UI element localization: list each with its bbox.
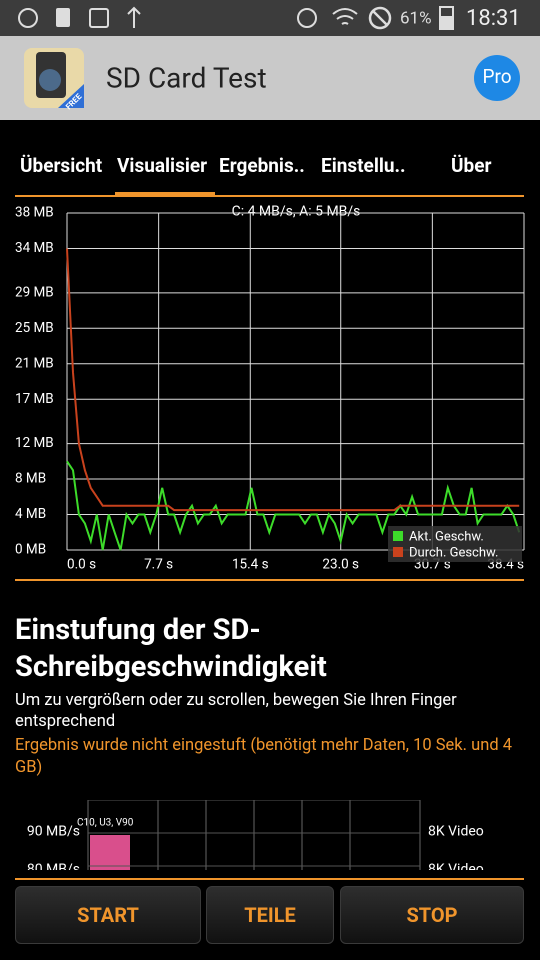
tab[interactable]: Visualisier xyxy=(117,154,207,177)
y-tick-label: 38 MB xyxy=(15,205,54,221)
tab-bar: Übersicht Visualisier Ergebnis.. Einstellu.… xyxy=(15,154,524,197)
chart-subtitle: C: 4 MB/s, A: 5 MB/s xyxy=(232,204,361,220)
class-left-label: 80 MB/s xyxy=(27,862,80,870)
y-tick-label: 34 MB xyxy=(15,240,54,256)
y-tick-label: 0 MB xyxy=(15,542,46,558)
x-tick-label: 7.7 s xyxy=(144,557,173,573)
app-bar: FREE SD Card Test Pro xyxy=(0,36,540,120)
battery-icon xyxy=(439,6,454,30)
tab[interactable]: Einstellu.. xyxy=(321,154,406,177)
image-icon xyxy=(89,8,109,28)
y-tick-label: 29 MB xyxy=(15,284,54,300)
legend-box xyxy=(388,526,522,562)
legend-label: Akt. Geschw. xyxy=(409,529,484,544)
sd-icon xyxy=(56,8,70,27)
section-title: Einstufung der SD-Schreibgeschwindigkeit xyxy=(15,613,327,684)
status-bar: 61% 18:31 xyxy=(0,0,540,36)
warning: Ergebnis wurde nicht eingestuft (benötig… xyxy=(15,736,512,777)
app-title: SD Card Test xyxy=(106,61,267,94)
wifi-icon xyxy=(332,8,358,25)
x-tick-label: 0.0 s xyxy=(67,557,96,573)
speed-chart: C: 4 MB/s, A: 5 MB/s 0 MB 4 MB 8 MB 12 MB 17… xyxy=(15,204,525,581)
class-chart: 90 MB/s 80 MB/s 8K Video 8K Video C10, U3, V… xyxy=(27,800,484,870)
alarm-icon xyxy=(297,8,317,28)
legend-swatch xyxy=(393,531,403,541)
y-tick-label: 12 MB xyxy=(15,435,54,451)
button-divider xyxy=(15,878,524,880)
battery-percent: 61% xyxy=(400,8,432,28)
y-tick-label: 4 MB xyxy=(15,506,46,522)
legend-label: Durch. Geschw. xyxy=(409,545,498,560)
globe-icon xyxy=(18,8,38,28)
y-tick-label: 21 MB xyxy=(15,355,54,371)
class-left-label: 90 MB/s xyxy=(27,824,80,840)
y-tick-label: 8 MB xyxy=(15,471,46,487)
action-button[interactable]: TEILE xyxy=(206,886,334,944)
status-icons: 61% 18:31 xyxy=(18,6,521,31)
class-bar-label: C10, U3, V90 xyxy=(77,818,134,829)
class-bar xyxy=(90,835,130,870)
x-tick-label: 23.0 s xyxy=(322,557,359,573)
y-tick-label: 25 MB xyxy=(15,320,54,336)
usb-icon xyxy=(127,6,141,28)
x-tick-label: 15.4 s xyxy=(232,557,269,573)
pro-label[interactable]: Pro xyxy=(482,65,511,88)
class-right-label: 8K Video xyxy=(428,824,484,840)
y-tick-label: 17 MB xyxy=(15,391,54,407)
clock: 18:31 xyxy=(466,6,521,31)
tab-indicator xyxy=(115,192,215,196)
free-ribbon xyxy=(58,84,84,108)
hint: Um zu vergrößern oder zu scrollen, beweg… xyxy=(15,691,457,731)
series-line xyxy=(66,248,520,512)
dnd-icon xyxy=(368,6,392,30)
pro-badge[interactable] xyxy=(474,55,520,101)
action-button[interactable]: STOP xyxy=(340,886,524,944)
dnd-slash xyxy=(372,10,388,26)
tab[interactable]: Übersicht xyxy=(20,154,103,177)
action-button[interactable]: START xyxy=(15,886,201,944)
app-icon-disc xyxy=(39,69,61,91)
battery-level xyxy=(441,16,452,28)
class-right-label: 8K Video xyxy=(428,862,484,870)
legend-swatch xyxy=(393,547,403,557)
tab[interactable]: Über xyxy=(451,154,491,177)
tab[interactable]: Ergebnis.. xyxy=(219,154,305,177)
app-bar-graphics: FREE SD Card Test Pro xyxy=(24,48,520,111)
